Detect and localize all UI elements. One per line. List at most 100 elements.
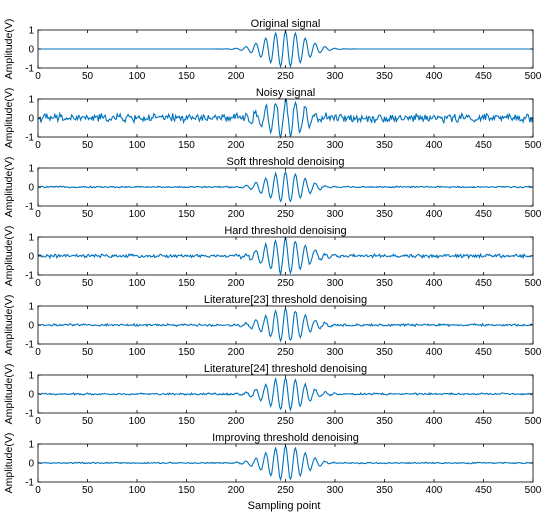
x-tick-label: 50 bbox=[82, 140, 94, 151]
x-tick-label: 250 bbox=[277, 485, 294, 496]
x-tick-label: 150 bbox=[178, 140, 195, 151]
x-tick-label: 350 bbox=[376, 71, 393, 82]
y-tick-label: 1 bbox=[28, 440, 34, 451]
subplot-7: Improving threshold denoising Amplitude(V… bbox=[3, 432, 542, 496]
x-tick-label: 250 bbox=[277, 209, 294, 220]
x-tick-label: 300 bbox=[327, 278, 344, 289]
y-tick-label: 0 bbox=[28, 45, 34, 56]
x-tick-label: 100 bbox=[129, 485, 146, 496]
x-tick-label: 300 bbox=[327, 485, 344, 496]
subplot-5: Literature[23] threshold denoising Amplit… bbox=[3, 294, 542, 358]
x-tick-label: 250 bbox=[277, 416, 294, 427]
y-tick-label: -1 bbox=[25, 202, 34, 213]
y-axis-label: Amplitude(V) bbox=[3, 433, 15, 494]
x-tick-label: 400 bbox=[426, 278, 443, 289]
x-tick-label: 300 bbox=[327, 209, 344, 220]
y-tick-label: -1 bbox=[25, 409, 34, 420]
x-tick-label: 350 bbox=[376, 278, 393, 289]
x-tick-label: 300 bbox=[327, 140, 344, 151]
x-tick-label: 150 bbox=[178, 416, 195, 427]
x-tick-label: 200 bbox=[228, 209, 245, 220]
x-tick-label: 100 bbox=[129, 347, 146, 358]
y-tick-label: 1 bbox=[28, 26, 34, 37]
y-tick-label: 1 bbox=[28, 302, 34, 313]
x-tick-label: 150 bbox=[178, 347, 195, 358]
y-tick-label: 0 bbox=[28, 252, 34, 263]
x-tick-label: 350 bbox=[376, 209, 393, 220]
y-tick-label: 1 bbox=[28, 371, 34, 382]
x-tick-label: 400 bbox=[426, 485, 443, 496]
subplot-title: Improving threshold denoising bbox=[212, 432, 359, 444]
y-tick-label: 0 bbox=[28, 321, 34, 332]
x-tick-label: 450 bbox=[475, 209, 492, 220]
signal-line bbox=[37, 98, 534, 140]
x-tick-label: 200 bbox=[228, 278, 245, 289]
x-tick-label: 0 bbox=[35, 209, 41, 220]
subplot-title: Soft threshold denoising bbox=[226, 156, 344, 168]
x-tick-label: 450 bbox=[475, 347, 492, 358]
x-tick-label: 50 bbox=[82, 209, 94, 220]
x-tick-label: 100 bbox=[129, 140, 146, 151]
signal-line bbox=[37, 170, 534, 203]
y-tick-label: 0 bbox=[28, 183, 34, 194]
x-tick-label: 150 bbox=[178, 71, 195, 82]
x-tick-label: 350 bbox=[376, 140, 393, 151]
x-tick-label: 200 bbox=[228, 416, 245, 427]
x-tick-label: 300 bbox=[327, 347, 344, 358]
x-tick-label: 250 bbox=[277, 71, 294, 82]
y-tick-label: -1 bbox=[25, 133, 34, 144]
subplot-1: Original signal Amplitude(V) 0 50 100 150 200 2… bbox=[3, 18, 542, 82]
x-tick-label: 100 bbox=[129, 71, 146, 82]
y-tick-label: -1 bbox=[25, 64, 34, 75]
subplot-title: Literature[24] threshold denoising bbox=[204, 363, 367, 375]
x-tick-label: 100 bbox=[129, 416, 146, 427]
x-tick-label: 300 bbox=[327, 416, 344, 427]
y-tick-label: 0 bbox=[28, 459, 34, 470]
x-tick-label: 0 bbox=[35, 278, 41, 289]
y-tick-label: -1 bbox=[25, 340, 34, 351]
x-tick-label: 50 bbox=[82, 416, 94, 427]
x-tick-label: 500 bbox=[525, 209, 542, 220]
x-tick-label: 450 bbox=[475, 416, 492, 427]
subplot-6: Literature[24] threshold denoising Amplit… bbox=[3, 363, 542, 427]
y-tick-label: 1 bbox=[28, 233, 34, 244]
x-tick-label: 200 bbox=[228, 485, 245, 496]
x-tick-label: 350 bbox=[376, 485, 393, 496]
x-tick-label: 500 bbox=[525, 140, 542, 151]
x-tick-label: 0 bbox=[35, 347, 41, 358]
x-tick-label: 400 bbox=[426, 416, 443, 427]
x-tick-label: 300 bbox=[327, 71, 344, 82]
x-tick-label: 350 bbox=[376, 347, 393, 358]
x-tick-label: 400 bbox=[426, 71, 443, 82]
subplot-title: Noisy signal bbox=[256, 87, 315, 99]
x-tick-label: 50 bbox=[82, 485, 94, 496]
x-tick-label: 200 bbox=[228, 140, 245, 151]
figure-x-axis-label: Sampling point bbox=[248, 500, 321, 512]
subplot-title: Literature[23] threshold denoising bbox=[204, 294, 367, 306]
x-tick-label: 250 bbox=[277, 140, 294, 151]
y-axis-label: Amplitude(V) bbox=[3, 226, 15, 287]
x-tick-label: 450 bbox=[475, 140, 492, 151]
y-tick-label: 1 bbox=[28, 164, 34, 175]
x-tick-label: 100 bbox=[129, 278, 146, 289]
subplot-4: Hard threshold denoising Amplitude(V) 0 50 1… bbox=[3, 225, 542, 289]
y-tick-label: -1 bbox=[25, 271, 34, 282]
signal-line bbox=[38, 28, 533, 69]
x-tick-label: 500 bbox=[525, 347, 542, 358]
x-tick-label: 350 bbox=[376, 416, 393, 427]
y-axis-label: Amplitude(V) bbox=[3, 157, 15, 218]
x-tick-label: 250 bbox=[277, 347, 294, 358]
subplot-2: Noisy signal Amplitude(V) 0 50 100 150 200 250 3… bbox=[3, 87, 542, 151]
x-tick-label: 50 bbox=[82, 71, 94, 82]
y-axis-label: Amplitude(V) bbox=[3, 19, 15, 80]
subplot-title: Hard threshold denoising bbox=[224, 225, 346, 237]
y-tick-label: 0 bbox=[28, 390, 34, 401]
x-tick-label: 450 bbox=[475, 71, 492, 82]
x-tick-label: 50 bbox=[82, 278, 94, 289]
y-axis-label: Amplitude(V) bbox=[3, 295, 15, 356]
x-tick-label: 400 bbox=[426, 347, 443, 358]
x-tick-label: 150 bbox=[178, 209, 195, 220]
signal-line bbox=[37, 376, 534, 412]
